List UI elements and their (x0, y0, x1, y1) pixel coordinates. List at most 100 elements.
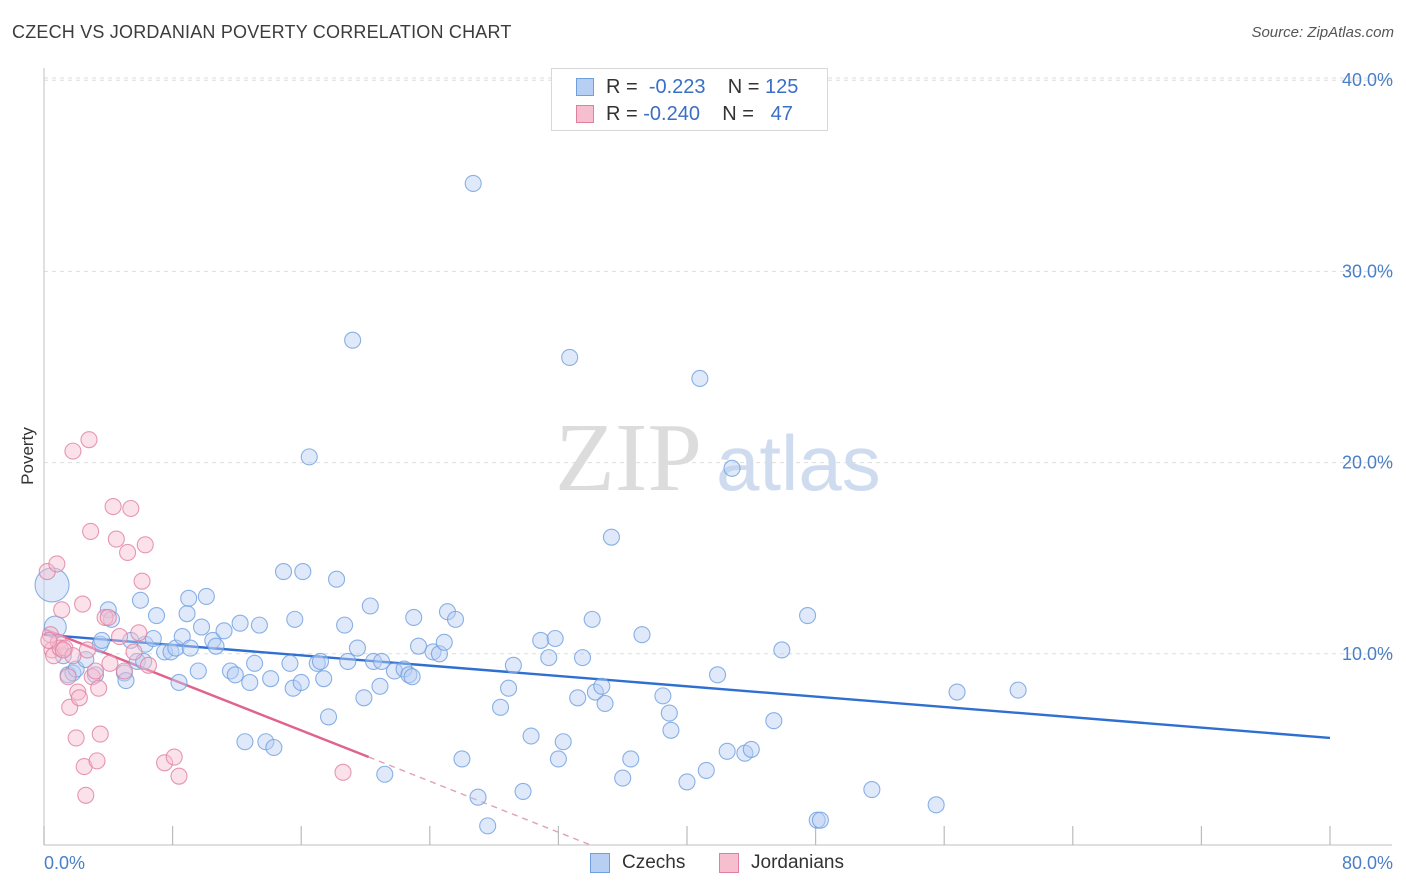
czech-point (863, 781, 881, 799)
legend-n-value: 47 (765, 102, 793, 125)
czech-point (144, 629, 162, 648)
czech-point (319, 708, 338, 726)
gridlines (44, 77, 1392, 655)
czech-point (274, 563, 293, 581)
czech-point (409, 637, 428, 655)
czech-point (948, 683, 966, 701)
jordanian-point (82, 522, 100, 540)
jordanian-point (165, 748, 183, 766)
czech-point (207, 637, 225, 655)
czech-point (583, 610, 601, 628)
jordanian-point (64, 647, 82, 665)
legend-r-label: R = (606, 102, 638, 125)
czech-point (718, 742, 736, 760)
axes (43, 68, 1392, 846)
jordanian-point (139, 656, 158, 674)
czech-point (708, 666, 727, 684)
czech-point (522, 727, 540, 745)
czech-point (34, 567, 70, 603)
czech-point (532, 631, 550, 649)
czech-point (181, 639, 199, 657)
jordanian-point (107, 530, 125, 548)
jordanian-point (86, 662, 104, 680)
czech-point (262, 670, 280, 688)
jordanian-point (122, 499, 140, 518)
x-tick-label: 80.0% (1342, 853, 1393, 873)
czech-point (231, 614, 249, 632)
czech-point (189, 662, 207, 680)
legend-row-jordanians: R = -0.240 N = 47 (576, 103, 793, 125)
czech-point (376, 765, 394, 783)
czech-point (292, 673, 310, 692)
czech-point (691, 369, 709, 388)
czech-point (373, 652, 391, 670)
jordanian-point (111, 628, 129, 646)
czech-point (246, 654, 264, 672)
czech-point (311, 652, 330, 670)
czech-point (403, 668, 421, 686)
czech-point (226, 666, 244, 684)
czech-point (546, 629, 564, 648)
legend-r-value: -0.240 (643, 102, 700, 125)
czech-point (773, 641, 791, 659)
jordanian-trend-extension (368, 756, 591, 846)
jordanian-point (59, 668, 77, 686)
czech-point (662, 721, 680, 739)
series-legend-jordanians[interactable]: Jordanians (719, 852, 844, 874)
czech-point (361, 597, 379, 615)
legend-n-label: N = (722, 102, 754, 125)
czech-point (348, 639, 367, 657)
czech-point (281, 654, 299, 672)
czech-point (424, 643, 442, 661)
czech-point (504, 656, 522, 674)
watermark: ZIP atlas (555, 404, 881, 512)
czech-point (446, 610, 465, 628)
czech-point (236, 733, 254, 751)
jordanian-point (101, 654, 119, 672)
y-tick-label: 10.0% (1342, 644, 1393, 664)
czech-point (596, 694, 614, 713)
series-label-czechs: Czechs (622, 852, 686, 873)
y-tick-label: 30.0% (1342, 261, 1393, 281)
czech-point (344, 331, 362, 349)
czech-point (371, 677, 389, 695)
czech-point (660, 704, 678, 722)
czech-point (464, 174, 482, 192)
jordanian-point (78, 641, 96, 659)
czech-point (128, 652, 146, 670)
legend-n-label: N = (727, 75, 760, 98)
jordanian-point (80, 431, 98, 449)
czech-point (654, 687, 672, 705)
legend-row-czechs: R = -0.223 N = 125 (576, 76, 798, 98)
jordanian-point (119, 543, 137, 562)
jordanian-point (334, 763, 352, 781)
jordanian-point (88, 752, 106, 770)
czech-point (765, 712, 783, 730)
series-legend-czechs[interactable]: Czechs (590, 852, 685, 874)
y-tick-label: 20.0% (1342, 453, 1393, 473)
czech-point (435, 633, 453, 651)
jordanian-point (48, 555, 66, 573)
jordanian-point (136, 536, 154, 554)
czech-point (1009, 681, 1027, 699)
czech-point (554, 733, 572, 751)
czech-point (300, 448, 318, 466)
czech-point (197, 587, 215, 605)
czech-point (336, 616, 354, 634)
czech-point (315, 670, 333, 688)
czech-point (549, 750, 567, 768)
legend-swatch-jordanians (576, 105, 594, 123)
czech-point (927, 796, 945, 814)
chart-title: CZECH VS JORDANIAN POVERTY CORRELATION C… (12, 22, 512, 42)
czech-point (453, 750, 471, 768)
jordanian-point (74, 595, 92, 613)
series-swatch-jordanians (719, 853, 739, 873)
data-points (34, 174, 1027, 835)
czech-point (479, 817, 497, 835)
jordanian-point (40, 631, 58, 649)
czech-point (469, 788, 487, 806)
watermark-zip: ZIP (555, 404, 702, 512)
tick-labels: 10.0% 20.0% 30.0% 40.0% 0.0% 80.0% (44, 70, 1393, 873)
czech-point (215, 622, 233, 640)
